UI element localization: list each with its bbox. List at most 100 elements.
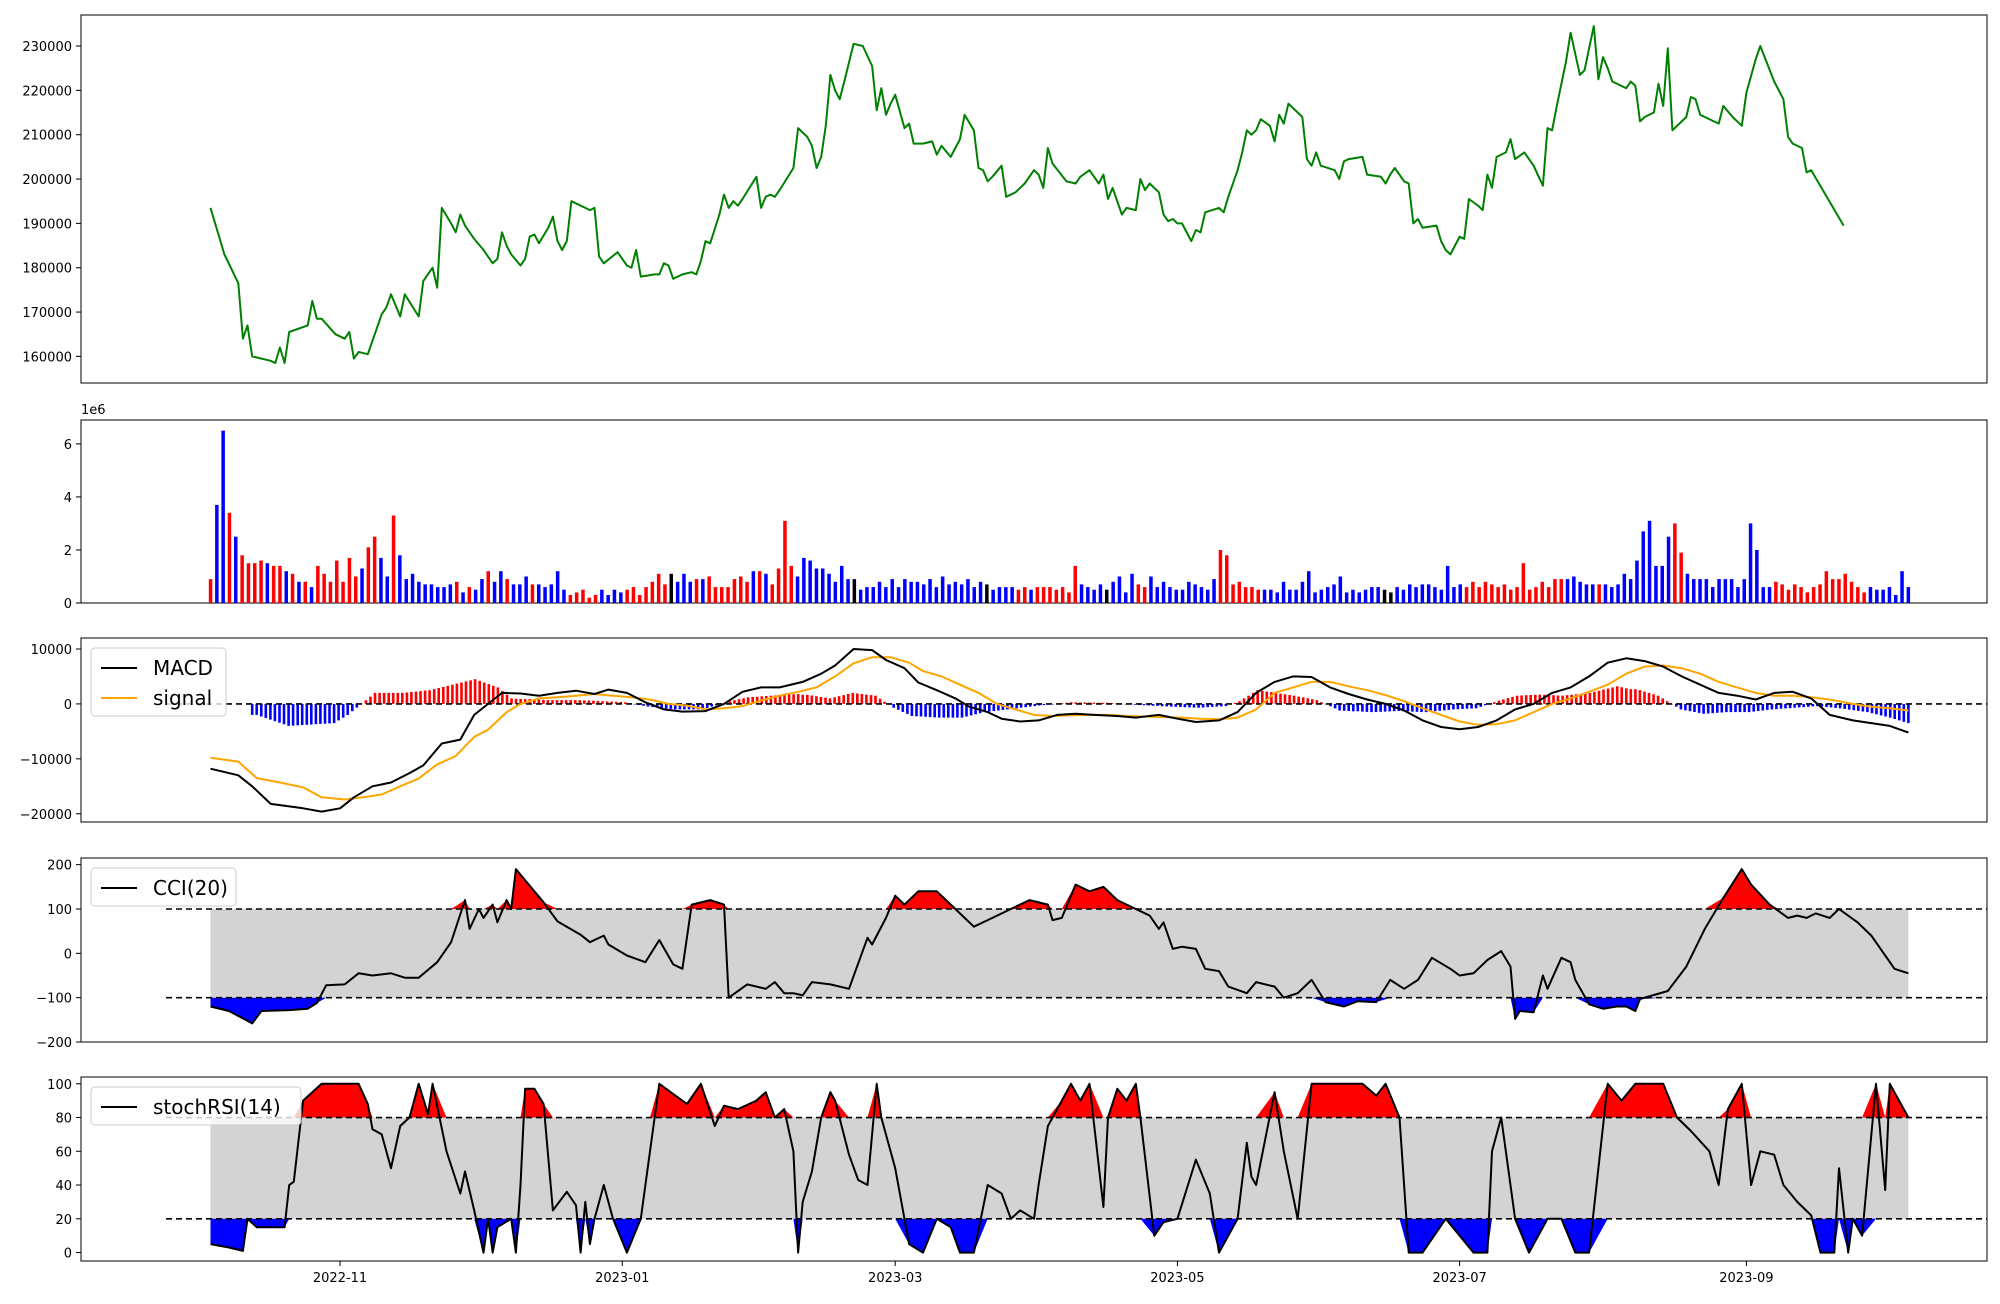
- macd-histogram-bar: [1033, 703, 1037, 707]
- volume-bar: [1906, 587, 1911, 603]
- volume-bar: [1338, 576, 1343, 603]
- volume-bar: [1414, 587, 1418, 603]
- macd-histogram-bar: [1456, 703, 1460, 710]
- volume-bar: [1401, 589, 1406, 603]
- volume-bar: [1736, 587, 1740, 603]
- volume-bar: [1881, 589, 1885, 603]
- volume-bar: [467, 587, 472, 603]
- macd-histogram-bar: [1843, 703, 1846, 709]
- volume-bar: [271, 565, 276, 603]
- macd-histogram-bar: [1761, 703, 1765, 711]
- macd-histogram-bar: [1483, 703, 1487, 706]
- macd-histogram-bar: [683, 703, 686, 710]
- macd-histogram-bar: [1679, 703, 1683, 710]
- macd-histogram-bar: [792, 694, 795, 704]
- volume-bar: [499, 571, 503, 603]
- volume-bar: [1660, 565, 1664, 603]
- volume-bar: [1584, 584, 1589, 603]
- macd-histogram-bar: [1470, 703, 1473, 709]
- macd-histogram-bar: [273, 703, 277, 722]
- macd-histogram-bar: [787, 694, 791, 704]
- macd-histogram-bar: [833, 697, 836, 704]
- volume-bar: [638, 595, 642, 603]
- volume-bar: [827, 573, 831, 603]
- volume-bar: [1761, 587, 1765, 603]
- volume-bar: [265, 563, 270, 603]
- volume-bar: [808, 560, 812, 603]
- macd-histogram-bar: [860, 694, 864, 704]
- macd-histogram-bar: [592, 700, 595, 704]
- volume-bar: [366, 547, 371, 603]
- volume-bar: [1862, 592, 1866, 603]
- macd-histogram-bar: [769, 695, 773, 704]
- macd-histogram-bar: [1861, 703, 1865, 712]
- y-tick-label: 100: [47, 1078, 72, 1093]
- macd-histogram-bar: [1288, 695, 1291, 704]
- volume-bar: [1811, 587, 1816, 603]
- macd-histogram-bar: [1579, 693, 1583, 704]
- volume-bar: [922, 584, 926, 603]
- volume-bar: [739, 576, 743, 603]
- price-panel: 160000 170000 180000 190000 200000 210000 2200…: [22, 14, 1988, 384]
- macd-histogram-bar: [1110, 703, 1114, 704]
- y-tick-label: 200000: [22, 173, 72, 188]
- volume-bar: [1092, 589, 1096, 603]
- panel-frame: [80, 1076, 1988, 1262]
- volume-bar: [1780, 584, 1784, 603]
- macd-histogram-bar: [1156, 703, 1159, 706]
- volume-bar: [1010, 587, 1014, 603]
- macd-histogram-bar: [1265, 691, 1269, 704]
- macd-histogram-bar: [1870, 703, 1874, 714]
- y-tick-label: −100: [36, 992, 72, 1007]
- macd-histogram-bar: [1010, 703, 1014, 709]
- volume-bar: [1275, 592, 1279, 603]
- volume-bar: [284, 571, 288, 603]
- volume-bar: [877, 581, 882, 603]
- macd-histogram-bar: [1292, 695, 1296, 704]
- y-tick-label: 4: [64, 491, 72, 506]
- macd-histogram-bar: [505, 694, 509, 704]
- volume-bar: [776, 568, 781, 603]
- volume-bar: [1572, 576, 1576, 603]
- macd-histogram-bar: [1270, 692, 1273, 704]
- y-tick-label: −200: [36, 1036, 72, 1051]
- volume-bar: [625, 589, 629, 603]
- y-tick-label: 190000: [22, 217, 72, 232]
- macd-histogram-bar: [614, 701, 618, 704]
- macd-histogram-bar: [432, 689, 436, 704]
- macd-histogram-bar: [255, 703, 258, 715]
- macd-histogram-bar: [1311, 699, 1314, 704]
- macd-histogram-bar: [1629, 689, 1633, 704]
- volume-bar: [549, 584, 554, 603]
- volume-bar: [688, 581, 692, 603]
- volume-bar: [675, 581, 680, 603]
- macd-histogram-bar: [1406, 703, 1410, 712]
- macd-histogram-bar: [1083, 702, 1087, 704]
- y-tick-label: 200: [47, 859, 72, 874]
- macd-histogram-bar: [1206, 703, 1209, 708]
- volume-bar: [720, 587, 724, 603]
- macd-histogram-bar: [846, 694, 850, 704]
- macd-histogram-bar: [555, 700, 559, 704]
- macd-histogram-bar: [414, 691, 418, 704]
- macd-histogram-bar: [1797, 703, 1801, 708]
- macd-histogram-bar: [1201, 703, 1205, 708]
- macd-histogram-bar: [341, 703, 345, 718]
- macd-histogram-bar: [1192, 703, 1196, 708]
- macd-histogram-bar: [1634, 689, 1637, 704]
- volume-bar: [303, 581, 307, 603]
- volume-bar: [783, 520, 787, 603]
- macd-histogram-bar: [755, 696, 759, 704]
- volume-bar: [372, 536, 377, 603]
- macd-histogram-bar: [796, 694, 800, 704]
- macd-histogram-bar: [1511, 696, 1514, 704]
- volume-bar: [486, 571, 490, 603]
- volume-bar: [903, 579, 907, 603]
- volume-bar: [947, 584, 951, 603]
- volume-bar: [1723, 579, 1728, 603]
- volume-bar: [1711, 587, 1715, 603]
- volume-bar: [631, 587, 636, 603]
- x-tick-label: 2023-07: [1432, 1271, 1486, 1286]
- macd-histogram-bar: [1684, 703, 1687, 711]
- volume-bar: [322, 573, 326, 603]
